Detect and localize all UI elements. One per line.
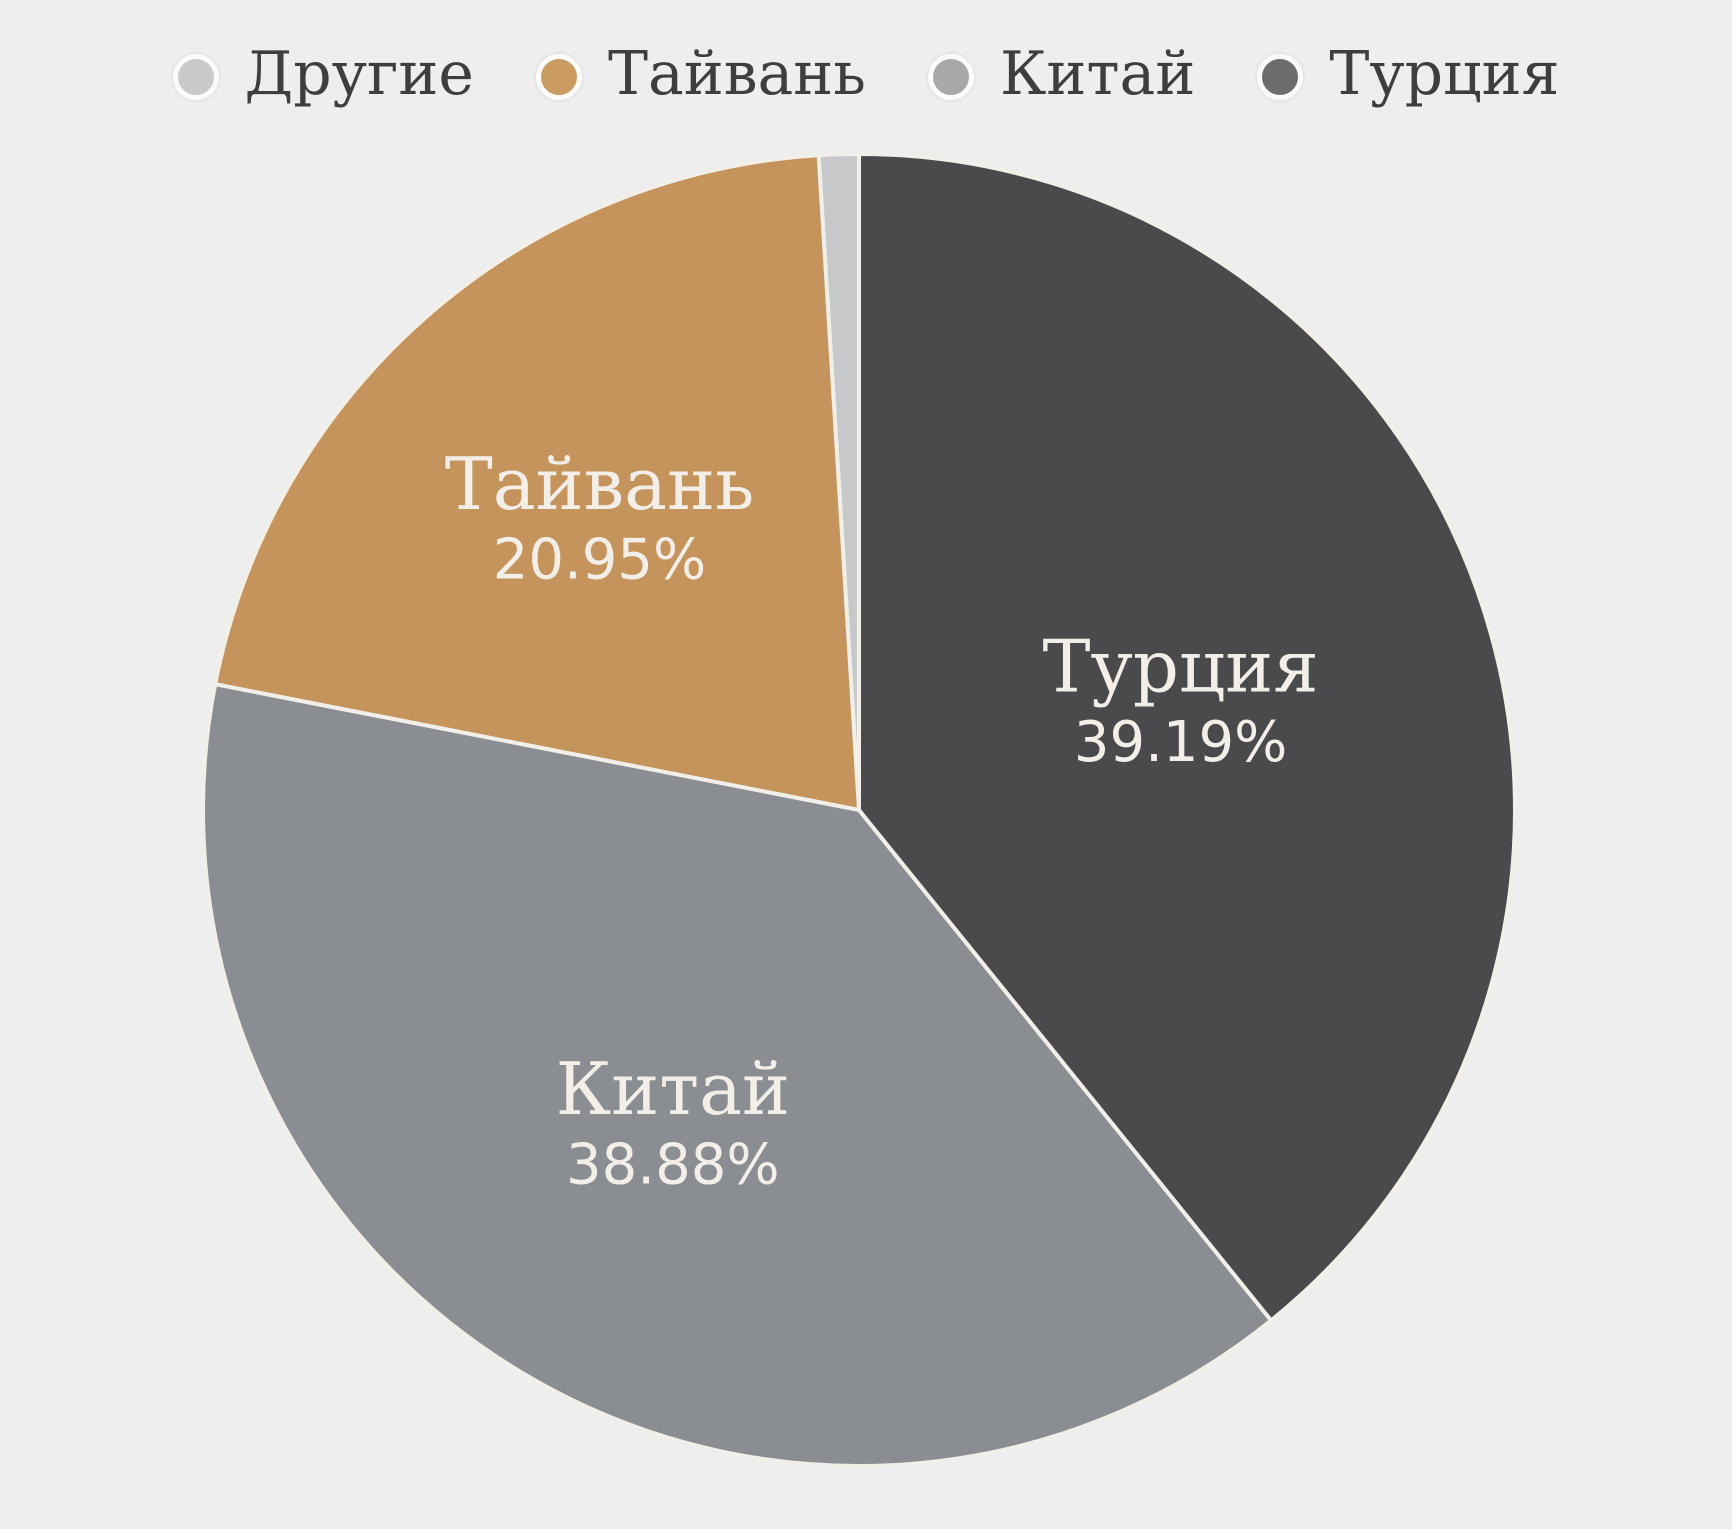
chart-legend: Другие Тайвань Китай Турция: [0, 44, 1732, 110]
legend-label-china: Китай: [999, 39, 1196, 109]
slice-percent-china: 38.88%: [566, 1133, 780, 1198]
pie-slice-china[interactable]: [201, 682, 1274, 1468]
slice-percent-turkey: 39.19%: [1074, 710, 1288, 775]
legend-label-others: Другие: [244, 39, 474, 109]
legend-item-turkey[interactable]: Турция: [1257, 44, 1559, 110]
legend-swatch-taiwan-icon: [535, 54, 582, 100]
pie-slice-turkey[interactable]: [857, 152, 1517, 1323]
pie-slice-taiwan[interactable]: [213, 153, 861, 812]
slice-label-turkey: Турция: [1043, 624, 1319, 708]
legend-item-others[interactable]: Другие: [172, 39, 474, 110]
legend-label-turkey: Турция: [1329, 39, 1560, 109]
legend-label-taiwan: Тайвань: [607, 39, 866, 109]
legend-swatch-others-icon: [172, 54, 219, 100]
legend-swatch-china-icon: [927, 54, 974, 100]
slice-percent-taiwan: 20.95%: [493, 528, 707, 593]
legend-swatch-turkey-icon: [1257, 54, 1304, 100]
legend-item-china[interactable]: Китай: [927, 39, 1196, 110]
slice-label-china: Китай: [556, 1047, 790, 1131]
legend-item-taiwan[interactable]: Тайвань: [535, 39, 866, 110]
slice-label-taiwan: Тайвань: [445, 442, 755, 526]
